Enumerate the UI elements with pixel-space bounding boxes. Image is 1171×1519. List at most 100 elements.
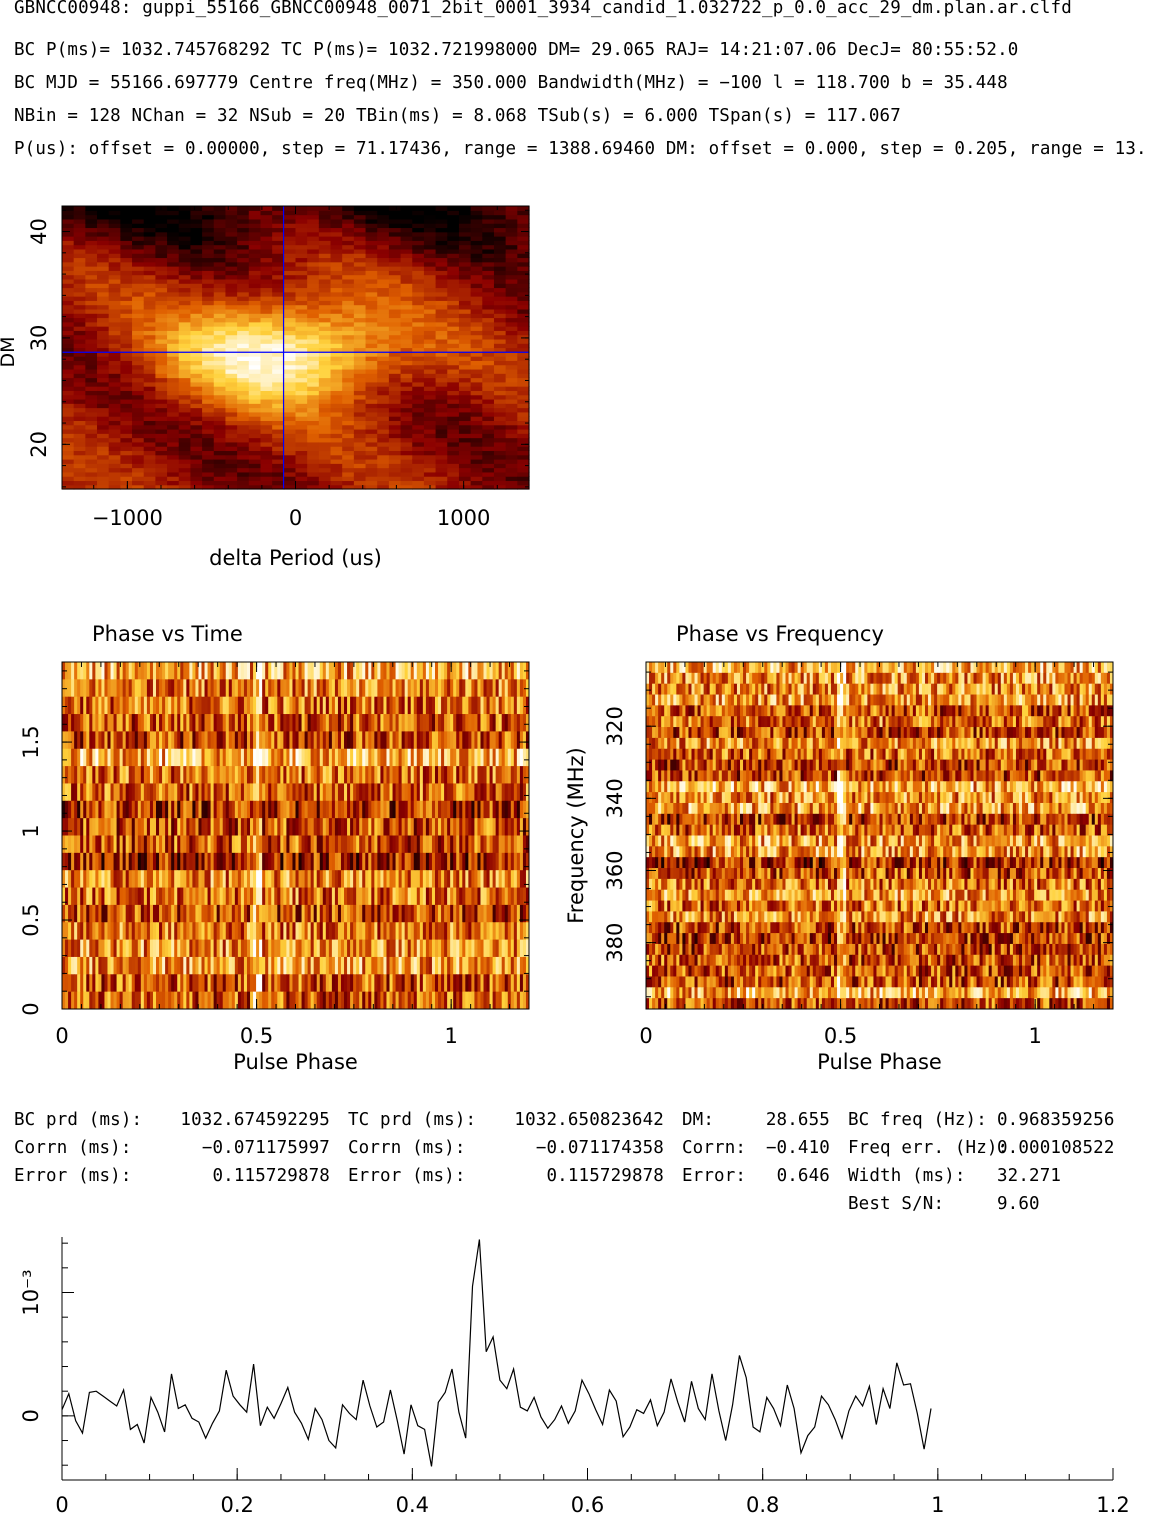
heatmap-cell [522,731,527,750]
heatmap-cell [362,800,366,819]
heatmap-cell [412,471,425,477]
heatmap-cell [444,852,448,871]
heatmap-cell [213,343,227,349]
heatmap-cell [365,463,378,469]
heatmap-cell [395,731,400,750]
heatmap-cell [120,236,133,241]
heatmap-cell [83,696,87,715]
heatmap-cell [365,377,378,383]
heatmap-cell [265,714,269,732]
heatmap-cell [108,441,121,447]
heatmap-cell [167,304,180,310]
heatmap-cell [365,454,378,460]
heatmap-cell [295,394,308,400]
heatmap-cell [482,270,495,276]
heatmap-cell [189,904,193,923]
heatmap-cell [330,330,343,336]
heatmap-cell [495,783,500,802]
heatmap-cell [307,368,320,374]
heatmap-cell [280,696,284,715]
heatmap-cell [356,679,360,698]
heatmap-cell [325,696,330,715]
heatmap-cell [517,244,530,250]
heatmap-cell [248,407,262,413]
heatmap-cell [283,270,297,276]
heatmap-cell [505,484,518,490]
heatmap-cell [222,835,227,854]
heatmap-cell [319,731,324,750]
heatmap-cell [213,330,227,336]
heatmap-cell [178,356,192,361]
heatmap-cell [447,291,460,297]
heatmap-cell [262,714,266,732]
heatmap-cell [190,270,203,276]
heatmap-cell [248,244,262,250]
heatmap-cell [482,231,495,237]
heatmap-cell [240,731,245,750]
heatmap-cell [260,454,273,460]
heatmap-cell [482,248,495,254]
heatmap-cell [353,266,367,271]
heatmap-cell [155,304,168,310]
heatmap-cell [400,313,413,319]
heatmap-cell [120,373,133,379]
heatmap-cell [73,441,86,447]
heatmap-cell [71,783,75,802]
heatmap-cell [371,714,375,732]
heatmap-cell [108,467,121,473]
heatmap-cell [167,334,180,340]
heatmap-cell [89,679,93,698]
heatmap-cell [260,321,273,327]
heatmap-cell [507,714,512,732]
heatmap-cell [256,748,260,767]
heatmap-cell [517,467,530,473]
heatmap-cell [248,480,262,486]
heatmap-cell [456,679,460,698]
heatmap-cell [400,330,413,336]
heatmap-cell [253,783,257,802]
heatmap-cell [386,835,391,854]
heatmap-cell [447,471,460,477]
heatmap-cell [342,296,355,301]
heatmap-cell [272,441,285,447]
heatmap-cell [260,223,273,229]
heatmap-cell [256,870,260,889]
heatmap-cell [525,887,530,906]
heatmap-cell [419,696,424,715]
heatmap-cell [143,852,148,871]
heatmap-cell [248,351,262,357]
heatmap-cell [272,266,285,271]
heatmap-cell [248,278,262,284]
heatmap-cell [328,696,333,715]
heatmap-cell [97,287,110,293]
heatmap-cell [167,364,180,370]
heatmap-cell [516,714,521,732]
heatmap-cell [434,696,439,715]
heatmap-cell [298,852,303,871]
heatmap-cell [458,373,472,379]
heatmap-cell [388,274,402,280]
heatmap-cell [265,870,269,889]
heatmap-cell [401,783,406,802]
heatmap-cell [517,476,530,482]
heatmap-cell [198,818,202,836]
heatmap-cell [400,377,413,383]
heatmap-cell [143,347,156,353]
heatmap-cell [319,696,324,715]
heatmap-cell [377,266,390,271]
heatmap-cell [71,800,75,819]
heatmap-cell [289,714,293,732]
heatmap-cell [143,416,156,421]
heatmap-cell [283,253,297,259]
heatmap-cell [331,870,336,889]
heatmap-cell [400,231,413,237]
heatmap-cell [237,800,242,819]
heatmap-cell [73,454,86,460]
heatmap-cell [337,904,342,923]
heatmap-cell [477,766,481,784]
heatmap-cell [97,394,110,400]
heatmap-cell [74,731,78,750]
heatmap-cell [202,266,215,271]
heatmap-cell [330,373,343,379]
heatmap-cell [125,766,130,784]
